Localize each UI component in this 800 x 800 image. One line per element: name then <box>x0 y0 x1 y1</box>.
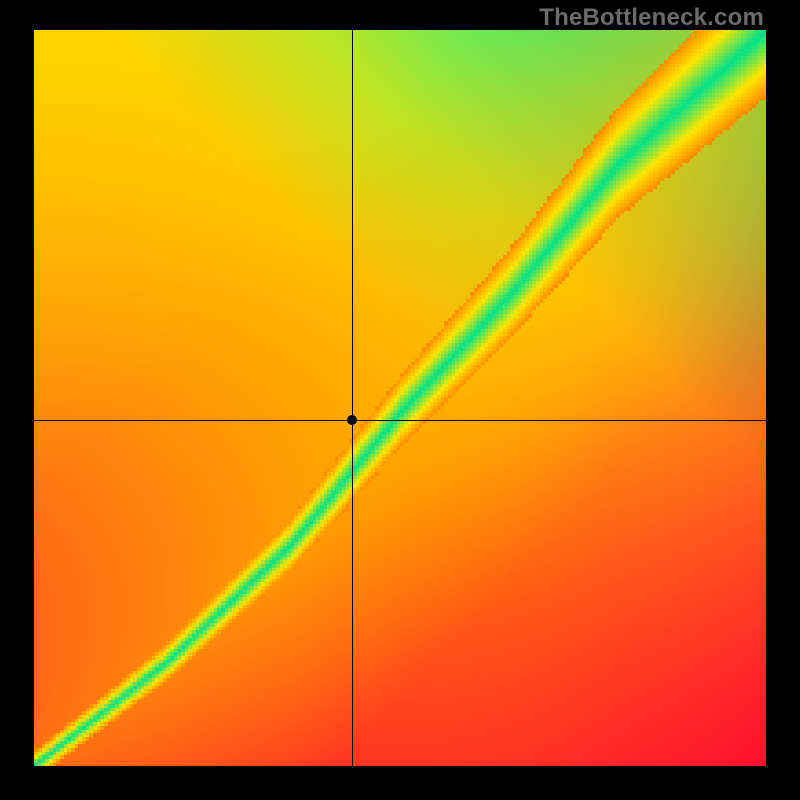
watermark-text: TheBottleneck.com <box>539 4 764 32</box>
chart-frame: TheBottleneck.com <box>0 0 800 800</box>
heatmap-canvas <box>34 30 766 766</box>
plot-area <box>34 30 766 766</box>
